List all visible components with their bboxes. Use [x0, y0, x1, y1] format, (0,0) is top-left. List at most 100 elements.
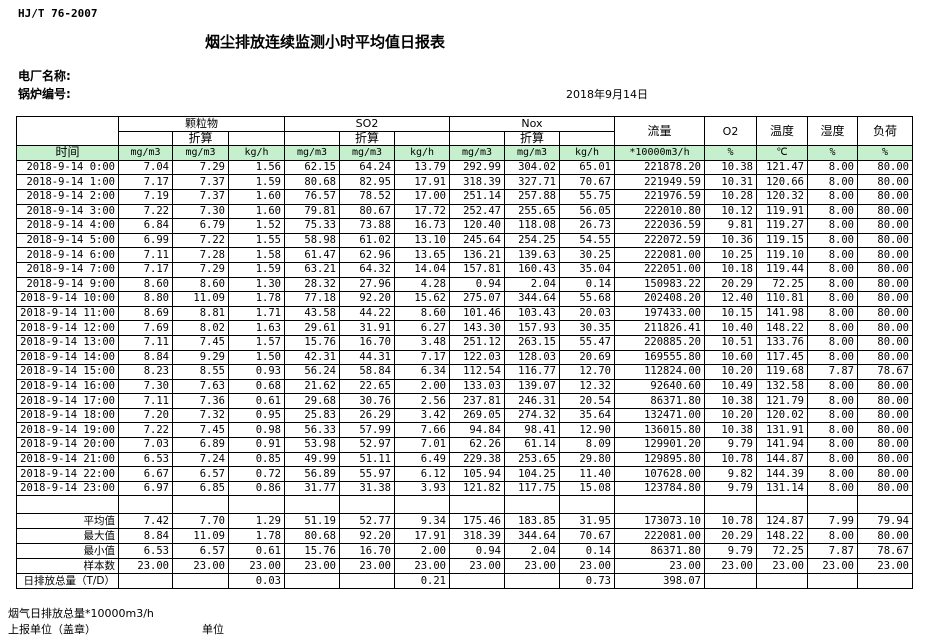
- data-cell: 10.49: [704, 378, 757, 395]
- data-cell: 10.15: [704, 305, 757, 322]
- particulate-header: 颗粒物: [118, 116, 285, 132]
- blank: [807, 495, 858, 515]
- data-cell: 3.93: [394, 480, 450, 497]
- data-cell: 16.73: [394, 218, 450, 234]
- data-cell: 80.00: [857, 261, 913, 278]
- data-cell: 10.12: [704, 203, 757, 220]
- data-cell: 292.99: [449, 159, 505, 176]
- blank: [394, 130, 450, 147]
- data-cell: 7.22: [118, 203, 173, 220]
- data-cell: 17.72: [394, 203, 450, 220]
- data-cell: 116.77: [504, 364, 560, 380]
- data-cell: 80.00: [857, 232, 913, 249]
- unit-cell: %: [857, 145, 913, 161]
- data-cell: 56.24: [284, 364, 340, 380]
- data-cell: 8.00: [807, 247, 858, 263]
- data-cell: 157.81: [449, 261, 505, 278]
- data-cell: 119.91: [756, 203, 808, 220]
- data-cell: 23.00: [172, 558, 229, 575]
- data-cell: 7.17: [394, 349, 450, 366]
- data-cell: 55.68: [559, 291, 615, 307]
- data-cell: 0.68: [228, 378, 285, 395]
- data-cell: 160.43: [504, 261, 560, 278]
- data-cell: 15.62: [394, 291, 450, 307]
- data-cell: 183.85: [504, 513, 560, 530]
- data-cell: 23.00: [756, 558, 808, 575]
- row-label: 2018-9-14 12:00: [16, 320, 119, 336]
- data-cell: 1.71: [228, 305, 285, 322]
- nox-converted-header: 折算: [504, 130, 560, 147]
- summary-row: 最小值 6.53 6.57 0.61 15.76 16.70 2.00 0.94 2.04 0.1…: [16, 543, 913, 560]
- data-cell: 27.96: [339, 276, 395, 293]
- data-cell: 7.17: [118, 261, 173, 278]
- data-cell: 12.90: [559, 422, 615, 439]
- data-cell: 20.69: [559, 349, 615, 366]
- data-cell: 35.64: [559, 407, 615, 424]
- data-cell: [807, 573, 858, 590]
- data-cell: 0.61: [228, 543, 285, 560]
- blank: [16, 495, 119, 515]
- data-cell: 94.84: [449, 422, 505, 439]
- data-cell: 8.00: [807, 320, 858, 336]
- unit-cell: mg/m3: [449, 145, 505, 161]
- data-cell: 119.68: [756, 364, 808, 380]
- data-cell: 10.40: [704, 320, 757, 336]
- data-cell: [284, 573, 340, 590]
- data-cell: 8.00: [807, 291, 858, 307]
- data-cell: 8.00: [807, 174, 858, 190]
- data-cell: 8.00: [807, 437, 858, 453]
- data-cell: 9.29: [172, 349, 229, 366]
- data-cell: 6.53: [118, 451, 173, 468]
- data-cell: 136015.80: [614, 422, 705, 439]
- data-cell: 0.95: [228, 407, 285, 424]
- row-label: 2018-9-14 20:00: [16, 437, 119, 453]
- data-cell: 52.97: [339, 437, 395, 453]
- data-cell: 9.79: [704, 480, 757, 497]
- data-cell: 246.31: [504, 393, 560, 409]
- data-cell: 82.95: [339, 174, 395, 190]
- report-date: 2018年9月14日: [566, 88, 648, 101]
- header-row-groups: 颗粒物 SO2 Nox 流量 O2 温度 湿度 负荷: [16, 115, 913, 147]
- data-cell: 30.35: [559, 320, 615, 336]
- data-cell: 132.58: [756, 378, 808, 395]
- data-cell: 0.86: [228, 480, 285, 497]
- data-cell: 80.00: [857, 203, 913, 220]
- table-row: 2018-9-14 23:00 6.97 6.85 0.86 31.77 31.38 3.9…: [16, 480, 913, 497]
- data-cell: 0.91: [228, 437, 285, 453]
- table-row: 2018-9-14 7:00 7.17 7.29 1.59 63.21 64.32 14.0…: [16, 261, 913, 278]
- blank: [284, 130, 340, 147]
- data-cell: 121.47: [756, 159, 808, 176]
- data-cell: 1.78: [228, 291, 285, 307]
- data-cell: 0.61: [228, 393, 285, 409]
- data-cell: 61.14: [504, 437, 560, 453]
- row-label: 2018-9-14 18:00: [16, 407, 119, 424]
- plant-name-label: 电厂名称:: [18, 69, 71, 83]
- data-cell: 80.00: [857, 451, 913, 468]
- data-cell: 43.58: [284, 305, 340, 322]
- data-cell: 14.04: [394, 261, 450, 278]
- data-cell: 62.96: [339, 247, 395, 263]
- row-label: 最小值: [16, 543, 119, 560]
- so2-header: SO2: [284, 116, 450, 132]
- table-row: 2018-9-14 12:00 7.69 8.02 1.63 29.61 31.91 6.2…: [16, 320, 913, 336]
- data-cell: 58.98: [284, 232, 340, 249]
- data-cell: 8.02: [172, 320, 229, 336]
- data-cell: 51.19: [284, 513, 340, 530]
- data-cell: 121.82: [449, 480, 505, 497]
- data-cell: 28.32: [284, 276, 340, 293]
- data-cell: 1.63: [228, 320, 285, 336]
- data-cell: 23.00: [807, 558, 858, 575]
- data-cell: 25.83: [284, 407, 340, 424]
- data-cell: 173073.10: [614, 513, 705, 530]
- data-cell: 7.29: [172, 159, 229, 176]
- data-cell: 56.33: [284, 422, 340, 439]
- data-cell: 1.59: [228, 174, 285, 190]
- data-cell: 61.02: [339, 232, 395, 249]
- summary-row: 最大值 8.84 11.09 1.78 80.68 92.20 17.91 318.39 344…: [16, 528, 913, 545]
- data-cell: 129901.20: [614, 437, 705, 453]
- data-cell: 9.81: [704, 218, 757, 234]
- data-cell: 2.56: [394, 393, 450, 409]
- table-row: 2018-9-14 13:00 7.11 7.45 1.57 15.76 16.70 3.4…: [16, 334, 913, 351]
- data-cell: 398.07: [614, 573, 705, 590]
- blank: [559, 495, 615, 515]
